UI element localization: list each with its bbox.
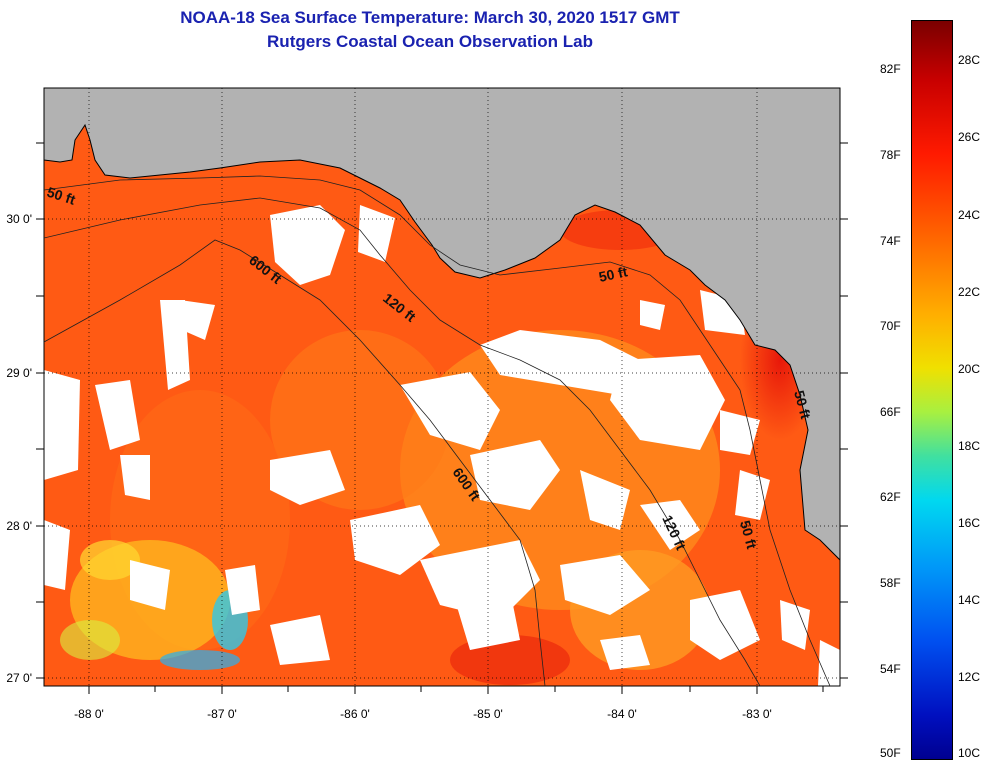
fahrenheit-label: 50F xyxy=(880,746,901,760)
celsius-label: 12C xyxy=(958,670,981,684)
contour-label: 50 ft xyxy=(737,519,760,551)
lon-label: -83 0' xyxy=(742,707,772,721)
lon-label: -87 0' xyxy=(207,707,237,721)
celsius-label: 22C xyxy=(958,285,981,299)
celsius-label: 14C xyxy=(958,593,981,607)
celsius-label: 10C xyxy=(958,746,981,760)
fahrenheit-label: 74F xyxy=(880,234,901,248)
fahrenheit-label: 78F xyxy=(880,148,901,162)
lat-label: 30 0' xyxy=(6,212,32,226)
lon-label: -85 0' xyxy=(473,707,503,721)
contour-label: 50 ft xyxy=(597,263,629,285)
contour-label: 50 ft xyxy=(791,389,814,421)
lon-label: -84 0' xyxy=(607,707,637,721)
map-title: NOAA-18 Sea Surface Temperature: March 3… xyxy=(180,8,680,27)
axis-ticks xyxy=(36,142,848,694)
lon-label: -88 0' xyxy=(74,707,104,721)
cloud-cover xyxy=(44,205,840,686)
lon-label: -86 0' xyxy=(340,707,370,721)
land-mass xyxy=(44,88,840,561)
celsius-label: 26C xyxy=(958,130,981,144)
celsius-label: 24C xyxy=(958,208,981,222)
bathymetry-contours xyxy=(44,175,831,686)
celsius-label: 16C xyxy=(958,516,981,530)
temperature-colorbar xyxy=(911,20,953,760)
lat-label: 27 0' xyxy=(6,671,32,685)
map-subtitle: Rutgers Coastal Ocean Observation Lab xyxy=(267,32,593,51)
fahrenheit-label: 70F xyxy=(880,319,901,333)
fahrenheit-label: 62F xyxy=(880,490,901,504)
fahrenheit-label: 54F xyxy=(880,662,901,676)
map-frame xyxy=(43,87,841,687)
fahrenheit-label: 58F xyxy=(880,576,901,590)
celsius-label: 20C xyxy=(958,362,981,376)
fahrenheit-label: 66F xyxy=(880,405,901,419)
lat-label: 28 0' xyxy=(6,519,32,533)
lat-label: 29 0' xyxy=(6,366,32,380)
graticule xyxy=(44,88,840,686)
celsius-label: 28C xyxy=(958,53,981,67)
celsius-label: 18C xyxy=(958,439,981,453)
fahrenheit-label: 82F xyxy=(880,62,901,76)
